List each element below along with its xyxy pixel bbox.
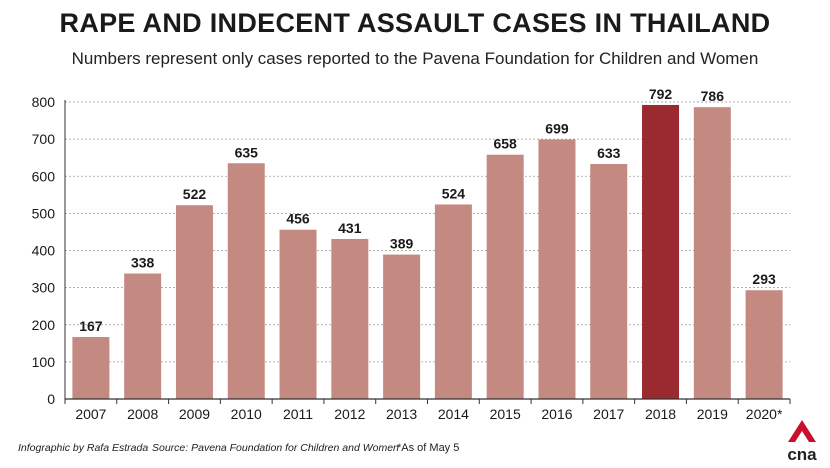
logo-text: cna — [787, 445, 817, 464]
data-label: 389 — [390, 236, 414, 252]
data-label: 699 — [545, 120, 569, 136]
data-label: 635 — [235, 144, 259, 160]
data-label: 633 — [597, 145, 621, 161]
data-label: 786 — [701, 88, 725, 104]
bar — [331, 238, 369, 399]
data-label: 524 — [442, 185, 466, 201]
chart-title: RAPE AND INDECENT ASSAULT CASES IN THAIL… — [59, 8, 771, 38]
data-label: 431 — [338, 220, 362, 236]
x-tick-label: 2011 — [283, 406, 313, 422]
chart-subtitle: Numbers represent only cases reported to… — [71, 49, 759, 68]
x-tick-label: 2013 — [386, 406, 417, 422]
x-tick-label: 2007 — [75, 406, 106, 422]
y-tick-label: 800 — [32, 94, 56, 110]
data-label: 658 — [493, 136, 517, 152]
y-tick-label: 600 — [32, 168, 56, 184]
y-tick-label: 300 — [32, 280, 56, 296]
data-label: 338 — [131, 255, 155, 271]
x-tick-label: 2012 — [334, 406, 365, 422]
x-tick-label: 2017 — [593, 406, 624, 422]
bar — [745, 290, 783, 399]
data-label: 293 — [752, 271, 776, 287]
bar-chart: 0 100 200 300 400 500 600 700 800 167 2007 338 2008 5… — [32, 86, 791, 422]
source-text: Source: Pavena Foundation for Children a… — [152, 442, 399, 454]
bar — [383, 254, 421, 399]
bar — [486, 154, 524, 399]
bar — [538, 139, 576, 399]
x-tick-label: 2019 — [697, 406, 728, 422]
bar — [124, 273, 162, 399]
x-tick-label: 2010 — [231, 406, 262, 422]
data-label: 522 — [183, 186, 207, 202]
bar — [72, 337, 110, 399]
credit-text: Infographic by Rafa Estrada — [18, 442, 149, 454]
y-tick-label: 500 — [32, 205, 56, 221]
y-tick-label: 200 — [32, 317, 56, 333]
footnote-text: *As of May 5 — [397, 442, 460, 454]
bar — [590, 163, 628, 399]
bar — [642, 104, 680, 399]
bar — [693, 107, 731, 399]
bar — [279, 229, 317, 399]
y-tick-label: 400 — [32, 243, 56, 259]
bar — [175, 205, 213, 399]
x-tick-label: 2009 — [179, 406, 210, 422]
x-tick-label: 2014 — [438, 406, 469, 422]
x-tick-label: 2018 — [645, 406, 676, 422]
x-tick-label: 2008 — [127, 406, 158, 422]
x-tick-label: 2015 — [490, 406, 521, 422]
data-label: 167 — [79, 318, 103, 334]
bar — [227, 163, 265, 399]
y-tick-label: 100 — [32, 354, 56, 370]
x-tick-label: 2020* — [746, 406, 783, 422]
y-tick-label: 700 — [32, 131, 56, 147]
x-tick-label: 2016 — [541, 406, 572, 422]
cna-logo-icon: cna — [787, 420, 817, 464]
y-tick-label: 0 — [47, 391, 55, 407]
data-label: 792 — [649, 86, 673, 102]
data-label: 456 — [286, 211, 310, 227]
bar — [434, 204, 472, 399]
